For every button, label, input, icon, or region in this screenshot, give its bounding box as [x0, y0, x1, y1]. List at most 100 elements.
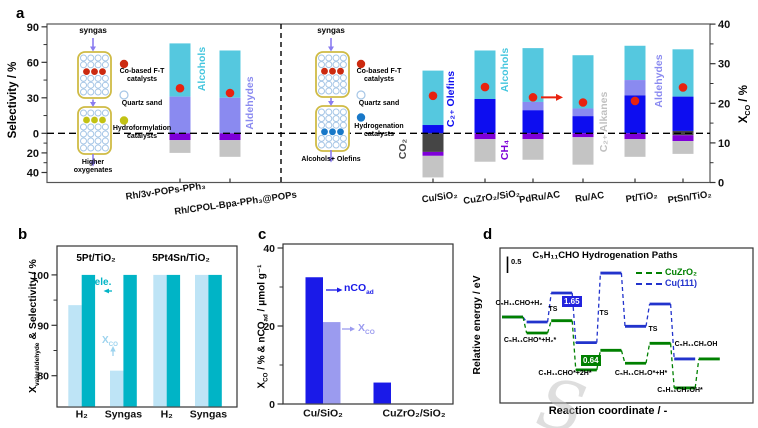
a-left-tick-label: 90 — [27, 22, 39, 34]
b-category-label: H₂ — [76, 409, 89, 421]
b-bar-x — [110, 370, 124, 407]
annotation-aldehydes-right: Aldehydes — [653, 54, 665, 108]
quartz-sand-circle — [87, 74, 95, 82]
annotation-co2: CO₂ — [397, 138, 409, 160]
d-barrier-cuzro2: 0.64 — [581, 355, 601, 366]
energy-connector-Cu(111) — [596, 273, 602, 343]
quartz-sand-circle — [101, 74, 109, 82]
a-left-tick-label: 0 — [33, 128, 39, 140]
bar-segment-alkanes — [522, 139, 544, 160]
quartz-sand-circle — [318, 74, 325, 82]
quartz-sand-circle — [318, 54, 325, 62]
quartz-sand-circle — [94, 74, 102, 82]
b-bar-x — [195, 274, 209, 407]
a-right-tick-label: 30 — [718, 59, 730, 71]
quartz-sand-circle — [87, 88, 95, 96]
b-tick-label: 80 — [37, 371, 49, 383]
quartz-sand-circle — [339, 61, 347, 69]
b-xco-arrow-head — [110, 346, 116, 352]
panel-d-yaxis-title: Relative energy / eV — [471, 275, 483, 375]
bar-segment-ch4 — [169, 133, 191, 141]
catalyst-dot — [329, 67, 336, 75]
a-left-tick-label: 20 — [27, 148, 39, 160]
d-label-s2: C₅H₁₁CHO*+H₂* — [503, 337, 557, 344]
bar-segment-alkanes — [219, 140, 241, 157]
quartz-sand-circle — [87, 109, 95, 117]
c-nco-arrow-head — [337, 287, 343, 293]
b-category-label: Syngas — [190, 409, 228, 421]
bar-segment-ch4 — [422, 151, 444, 156]
bar-segment-ch4 — [672, 135, 694, 142]
flow-arrow-head — [328, 101, 334, 106]
b-y-sub: valeraldehyde — [34, 342, 42, 386]
flow-arrow-head — [90, 102, 96, 107]
quartz-sand-circle — [101, 137, 109, 145]
quartz-sand-circle — [80, 130, 87, 138]
legend-hydrogenation-dot — [356, 113, 366, 122]
quartz-sand-circle — [325, 108, 333, 116]
bar-segment-alkanes — [672, 141, 694, 154]
quartz-sand-circle — [318, 61, 325, 69]
xco-dot — [225, 88, 235, 98]
xco-x: X — [737, 115, 750, 124]
quartz-sand-circle — [332, 134, 340, 142]
c-bar-ncoad — [305, 277, 323, 404]
bar-segment-aldehydes — [624, 80, 646, 96]
a-left-tick-label: 40 — [27, 168, 39, 180]
schematic-right-quartz-legend: Quartz sand — [358, 100, 400, 107]
bar-segment-olefins — [474, 98, 496, 134]
panel-a-yaxis-left-title: Selectivity / % — [7, 61, 19, 139]
quartz-sand-circle — [325, 54, 333, 62]
flow-arrow-head — [90, 161, 96, 167]
quartz-sand-circle — [332, 80, 340, 88]
xco-dot — [175, 83, 185, 93]
b-bar-selectivity — [208, 274, 222, 407]
energy-connector-CuZrO₂ — [546, 320, 552, 334]
energy-connector-CuZrO₂ — [645, 343, 651, 364]
xco-dot — [480, 82, 490, 92]
quartz-sand-circle — [325, 74, 333, 82]
b-bar-selectivity — [166, 274, 181, 407]
flow-arrow-head — [90, 46, 96, 52]
energy-connector-CuZrO₂ — [669, 343, 675, 388]
quartz-sand-circle — [339, 121, 347, 129]
quartz-sand-circle — [339, 134, 347, 142]
panel-c-letter: c — [258, 226, 267, 243]
bar-segment-alkanes — [624, 139, 646, 157]
bar-segment-alkanes — [474, 139, 496, 162]
c-category-label: CuZrO₂/SiO₂ — [383, 408, 446, 420]
catalyst-dot — [83, 116, 90, 124]
panel-d-letter: d — [483, 226, 493, 243]
b-tick-label: 100 — [31, 270, 49, 282]
bar-segment-alkanes — [572, 137, 594, 165]
a-category-label: PdRu/AC — [519, 189, 561, 206]
legend-ft-dot — [356, 59, 366, 69]
panel-a-letter: a — [16, 5, 25, 22]
bar-segment-aldehydes — [219, 97, 241, 134]
b-tick-label: 90 — [37, 320, 49, 332]
panel-b-catalyst-2: 5Pt4Sn/TiO₂ — [152, 253, 210, 264]
c-y-p2: / % & nCO — [256, 321, 268, 373]
bar-segment-aldehydes — [169, 96, 191, 134]
flow-arrow-head — [328, 157, 334, 163]
bar-segment-ch4 — [219, 133, 241, 141]
energy-connector-Cu(111) — [669, 303, 675, 360]
quartz-sand-circle — [101, 88, 109, 96]
quartz-sand-circle — [318, 108, 325, 116]
quartz-sand-circle — [325, 80, 333, 88]
legend-label-cuzro2: CuZrO₂ — [665, 267, 697, 277]
c-tick-label: 0 — [269, 399, 275, 411]
catalyst-dot — [99, 68, 106, 75]
a-right-tick-label: 0 — [718, 178, 724, 190]
schematic-left-syngas-label: syngas — [79, 26, 107, 35]
energy-connector-Cu(111) — [645, 303, 651, 327]
legend-ft-dot — [119, 59, 129, 69]
panel-d-frame — [499, 247, 754, 404]
quartz-sand-circle — [332, 121, 340, 129]
panel-c-frame — [282, 243, 454, 405]
panel-c-yaxis-title: XCO / % & nCOad / μmol g⁻¹ — [257, 221, 270, 428]
xco-dot — [578, 98, 588, 107]
d-label-ts1: TS — [548, 306, 558, 313]
panel-d-xaxis-title: Reaction coordinate / - — [548, 405, 668, 417]
